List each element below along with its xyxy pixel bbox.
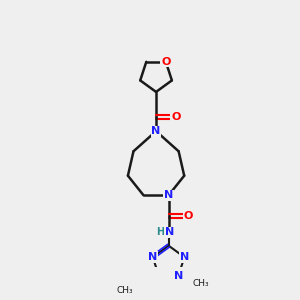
Text: O: O — [161, 57, 170, 67]
Text: N: N — [148, 252, 158, 262]
Text: CH₃: CH₃ — [117, 286, 134, 296]
Text: CH₃: CH₃ — [193, 279, 209, 288]
Text: N: N — [164, 190, 173, 200]
Text: N: N — [174, 271, 183, 281]
Text: H: H — [156, 227, 165, 237]
Text: N: N — [152, 126, 161, 136]
Text: O: O — [184, 211, 193, 221]
Text: N: N — [180, 252, 189, 262]
Text: N: N — [165, 227, 174, 237]
Text: O: O — [171, 112, 180, 122]
Text: N: N — [152, 126, 161, 136]
